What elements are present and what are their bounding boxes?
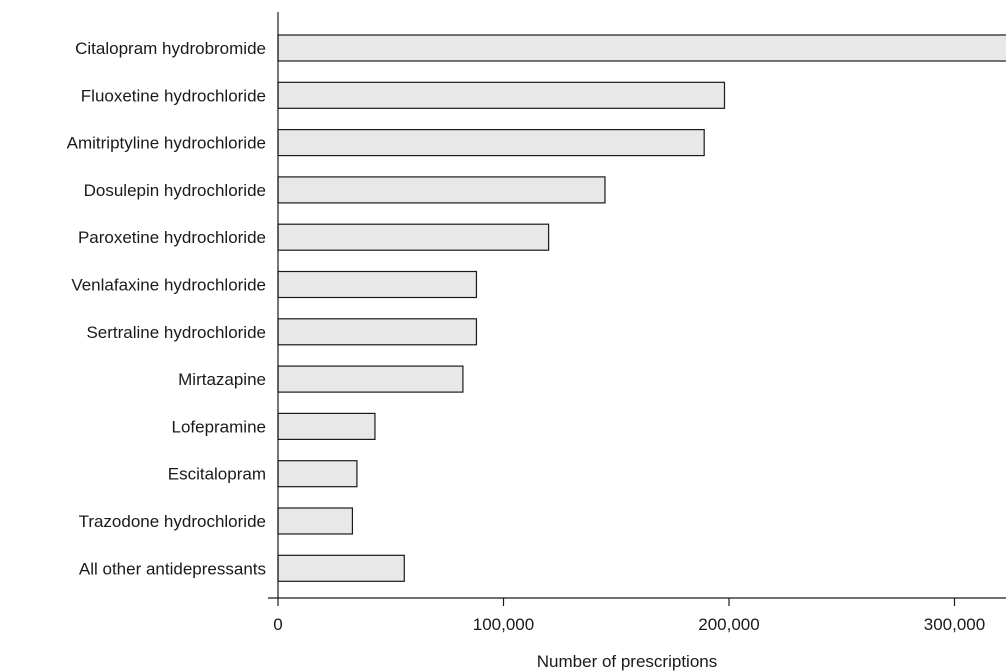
bar-2 — [277, 129, 705, 157]
category-label: All other antidepressants — [79, 559, 266, 578]
category-label: Citalopram hydrobromide — [75, 39, 266, 58]
bar-4 — [277, 223, 550, 251]
bar-10 — [277, 507, 354, 535]
category-label: Mirtazapine — [178, 370, 266, 389]
x-tick-label: 300,000 — [924, 615, 985, 634]
x-tick-label: 200,000 — [698, 615, 759, 634]
x-ticks-group: 0 100,000 200,000 300,000 — [273, 598, 985, 634]
category-label: Fluoxetine hydrochloride — [81, 86, 266, 105]
bar-3 — [277, 176, 606, 204]
bar-5 — [277, 270, 478, 299]
category-label: Trazodone hydrochloride — [79, 512, 266, 531]
bar-6 — [277, 318, 478, 346]
category-label: Lofepramine — [171, 417, 266, 436]
bars-group — [277, 34, 1006, 582]
category-label: Escitalopram — [168, 465, 266, 484]
x-tick-label: 0 — [273, 615, 282, 634]
category-label: Dosulepin hydrochloride — [84, 181, 266, 200]
x-tick-label: 100,000 — [473, 615, 534, 634]
bar-11 — [277, 554, 405, 582]
bar-0 — [277, 34, 1006, 62]
category-label: Amitriptyline hydrochloride — [67, 134, 266, 153]
bar-7 — [277, 365, 464, 393]
bar-8 — [277, 412, 376, 440]
bar-1 — [277, 81, 726, 109]
bar-9 — [277, 460, 358, 488]
x-axis-title: Number of prescriptions — [537, 652, 717, 671]
category-labels-group: Citalopram hydrobromide Fluoxetine hydroc… — [67, 39, 266, 578]
category-label: Venlafaxine hydrochloride — [71, 276, 266, 295]
category-label: Sertraline hydrochloride — [86, 323, 266, 342]
category-label: Paroxetine hydrochloride — [78, 228, 266, 247]
